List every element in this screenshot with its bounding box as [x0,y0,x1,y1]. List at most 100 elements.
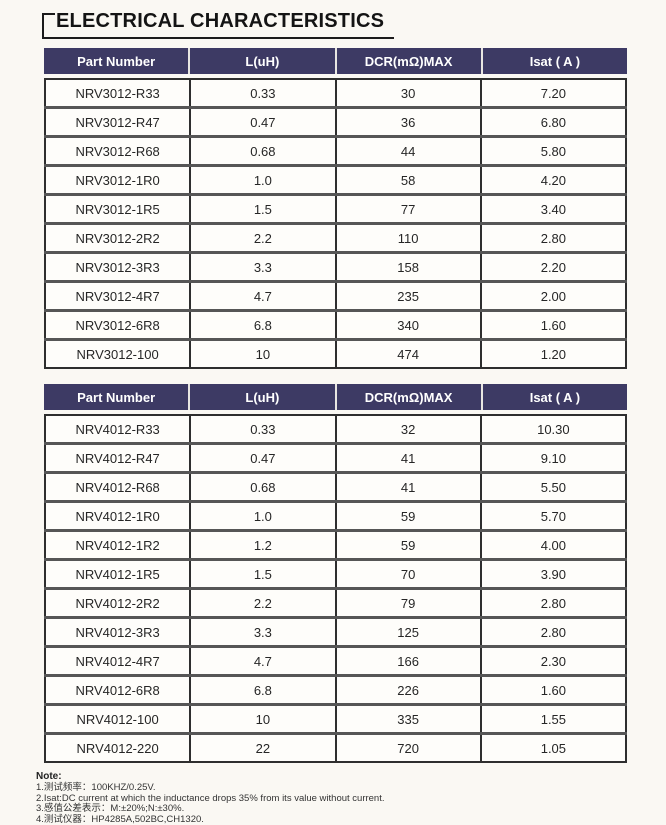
table-cell: 1.60 [481,311,626,340]
table-cell: 2.00 [481,282,626,311]
table-cell: 1.55 [481,705,626,734]
table-cell: 1.05 [481,734,626,763]
section-title-box: ELECTRICAL CHARACTERISTICS [42,9,394,39]
table-cell: 22 [190,734,335,763]
nrv3012-table: Part Number L(uH) DCR(mΩ)MAX Isat ( A ) … [44,48,627,369]
notes-list: 1.测试频率：100KHZ/0.25V.2.Isat:DC current at… [36,783,666,825]
table-cell: 41 [336,473,481,502]
column-header-isat: Isat ( A ) [483,48,627,74]
table-cell: NRV3012-3R3 [45,253,190,282]
table-cell: 32 [336,415,481,444]
table-cell: 6.80 [481,108,626,137]
table-cell: 5.50 [481,473,626,502]
table-cell: NRV3012-R47 [45,108,190,137]
table-cell: NRV3012-R68 [45,137,190,166]
table-cell: NRV4012-R68 [45,473,190,502]
table-cell: 1.0 [190,166,335,195]
table-cell: 58 [336,166,481,195]
table-cell: 0.33 [190,415,335,444]
table-cell: 0.47 [190,444,335,473]
table-cell: 3.3 [190,253,335,282]
table-cell: 3.3 [190,618,335,647]
table-cell: 1.5 [190,560,335,589]
table-cell: 77 [336,195,481,224]
column-header-inductance: L(uH) [190,48,336,74]
table-cell: 30 [336,79,481,108]
table-cell: 7.20 [481,79,626,108]
column-header-part-number: Part Number [44,384,190,410]
table-cell: NRV3012-100 [45,340,190,369]
table-cell: 720 [336,734,481,763]
table-cell: 0.47 [190,108,335,137]
table-cell: 2.80 [481,589,626,618]
table-cell: 4.7 [190,647,335,676]
table-cell: 4.7 [190,282,335,311]
table-cell: NRV4012-4R7 [45,647,190,676]
notes-section: Note: 1.测试频率：100KHZ/0.25V.2.Isat:DC curr… [36,771,666,825]
table-cell: NRV4012-3R3 [45,618,190,647]
column-header-part-number: Part Number [44,48,190,74]
corner-bracket-decoration [42,13,55,37]
table-cell: NRV4012-1R5 [45,560,190,589]
table-cell: 2.80 [481,618,626,647]
table-cell: 4.00 [481,531,626,560]
table-cell: 2.20 [481,253,626,282]
table-cell: NRV4012-220 [45,734,190,763]
table-cell: 36 [336,108,481,137]
table-cell: 2.80 [481,224,626,253]
table-cell: NRV3012-1R0 [45,166,190,195]
table-cell: 4.20 [481,166,626,195]
table-cell: NRV4012-R47 [45,444,190,473]
table-cell: 9.10 [481,444,626,473]
table-cell: 158 [336,253,481,282]
column-header-isat: Isat ( A ) [483,384,627,410]
table-cell: 44 [336,137,481,166]
table-cell: 59 [336,502,481,531]
table-cell: 1.2 [190,531,335,560]
table-cell: 6.8 [190,311,335,340]
table-cell: NRV4012-2R2 [45,589,190,618]
table-cell: 5.70 [481,502,626,531]
table-cell: 2.30 [481,647,626,676]
table-cell: 6.8 [190,676,335,705]
table-cell: 0.33 [190,79,335,108]
column-header-inductance: L(uH) [190,384,336,410]
table-cell: 5.80 [481,137,626,166]
table-cell: 2.2 [190,224,335,253]
note-line: 3.感值公差表示：M:±20%;N:±30%. [36,804,666,815]
note-line: 4.测试仪器：HP4285A,502BC,CH1320. [36,815,666,825]
table-cell: 335 [336,705,481,734]
nrv4012-table: Part Number L(uH) DCR(mΩ)MAX Isat ( A ) … [44,384,627,763]
table-cell: 1.20 [481,340,626,369]
table-cell: 59 [336,531,481,560]
table-cell: 10 [190,340,335,369]
table-cell: 79 [336,589,481,618]
table-cell: 3.40 [481,195,626,224]
table-cell: NRV3012-R33 [45,79,190,108]
table-cell: 2.2 [190,589,335,618]
table-cell: 474 [336,340,481,369]
table-cell: 0.68 [190,473,335,502]
table-cell: 3.90 [481,560,626,589]
table-cell: NRV3012-1R5 [45,195,190,224]
table-cell: NRV4012-6R8 [45,676,190,705]
